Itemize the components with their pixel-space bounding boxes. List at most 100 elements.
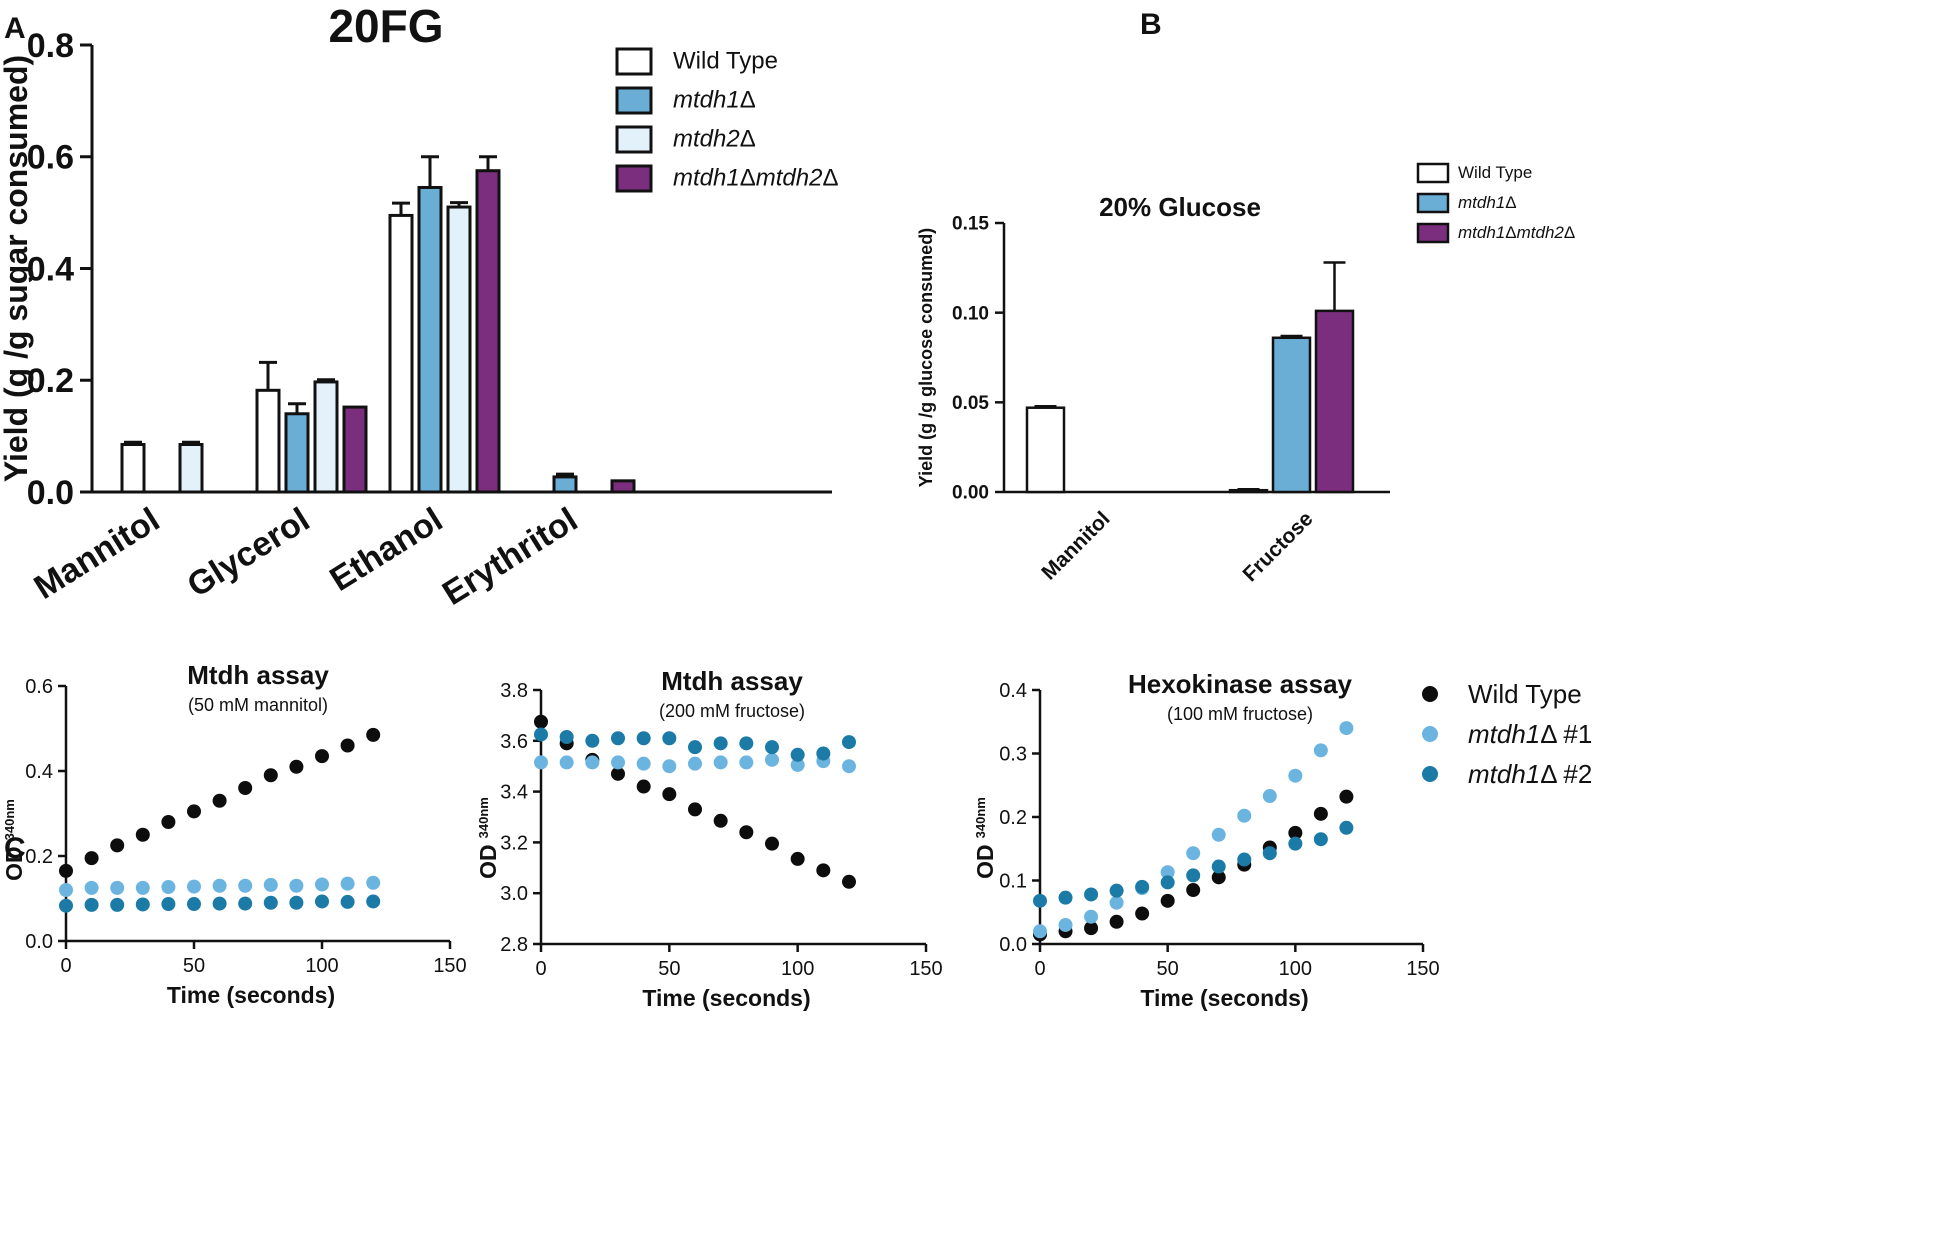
point-mtdh1-1: [688, 756, 702, 771]
point-mtdh1-2: [765, 740, 779, 755]
category-label-ethanol: Ethanol: [323, 501, 449, 599]
point-mtdh1-2: [135, 897, 150, 912]
point-mtdh1-1: [289, 878, 304, 893]
y-tick-label: 3.6: [500, 731, 528, 753]
point-mtdh1-2: [1313, 832, 1328, 847]
point-mtdh1-2: [1109, 883, 1124, 898]
y-tick-label: 3.0: [500, 883, 528, 905]
category-label-mannitol: Mannitol: [28, 501, 167, 607]
scatter-hexokinase-fructose: 0.0 0.1 0.2 0.3 0.4 0 50 100 150 Time (seconds) OD…: [972, 669, 1592, 1011]
bar-fructose-mtdh1-mtdh2: [1314, 309, 1355, 494]
point-wild-type: [662, 787, 677, 802]
legend-delta: Δ: [1540, 719, 1557, 749]
point-mtdh1-1: [559, 755, 574, 770]
x-axis-label: Time (seconds): [642, 985, 810, 1011]
point-wild-type: [289, 759, 304, 774]
point-wild-type: [366, 727, 381, 742]
point-mtdh1-1: [765, 752, 779, 767]
bar-glycerol-wild-type: [255, 388, 281, 494]
point-mtdh1-1: [110, 880, 125, 895]
legend-label-base: mtdh1: [1468, 719, 1540, 749]
point-wild-type: [1084, 921, 1099, 936]
y-tick-label: 0.3: [999, 744, 1027, 766]
point-wild-type: [59, 863, 73, 878]
legend-label-wild-type: Wild Type: [1468, 679, 1582, 709]
legend-swatch-mtdh1-mtdh2: [615, 164, 653, 193]
point-wild-type: [1211, 870, 1226, 885]
bar-fructose-mtdh1: [1271, 336, 1312, 494]
point-wild-type: [1288, 825, 1303, 840]
legend-label-base: Wild Type: [1468, 679, 1582, 709]
y-tick-label: 0.15: [952, 214, 989, 235]
y-tick-label: 0.2: [27, 362, 74, 400]
chart-title: 20FG: [328, 0, 443, 52]
y-tick-label: 0.05: [952, 393, 989, 414]
legend-marker-wild-type: [1422, 686, 1438, 702]
category-label-erythritol: Erythritol: [436, 501, 584, 613]
chart-title: 20% Glucose: [1099, 192, 1261, 222]
y-axis-label: OD 340nm: [475, 797, 501, 879]
legend-label-second: mtdh2: [756, 165, 823, 192]
bar-mannitol-mtdh2: [178, 443, 204, 494]
point-mtdh1-1: [790, 757, 805, 772]
point-wild-type: [315, 749, 329, 764]
point-wild-type: [135, 827, 150, 842]
point-wild-type: [1313, 806, 1328, 821]
y-tick-label: 0.10: [952, 303, 989, 324]
legend-label-tail: #1: [1556, 719, 1592, 749]
point-mtdh1-2: [366, 894, 381, 909]
x-tick-label: 100: [305, 955, 338, 977]
point-mtdh1-1: [1288, 768, 1303, 783]
point-mtdh1-1: [842, 759, 856, 774]
legend-swatch-mtdh2: [615, 125, 653, 154]
legend-delta: Δ: [740, 87, 756, 114]
legend-swatch-mtdh1: [615, 86, 653, 115]
point-mtdh1-1: [1160, 865, 1175, 880]
point-mtdh1-1: [1084, 909, 1099, 924]
point-mtdh1-1: [263, 877, 278, 892]
legend-label-base: mtdh1: [1458, 223, 1505, 242]
point-wild-type: [161, 815, 176, 829]
point-mtdh1-2: [1033, 893, 1047, 908]
legend-delta: Δ: [740, 165, 756, 192]
y-tick-label: 2.8: [500, 934, 528, 956]
chart-subtitle: (50 mM mannitol): [188, 695, 328, 715]
x-tick-label: 100: [1279, 958, 1312, 980]
y-tick-label: 0.4: [25, 761, 53, 783]
point-mtdh1-2: [559, 729, 574, 744]
point-mtdh1-1: [1058, 917, 1073, 932]
point-mtdh1-1: [238, 878, 253, 893]
legend-label-second: mtdh2: [1517, 223, 1565, 242]
point-mtdh1-2: [1211, 859, 1226, 874]
point-wild-type: [110, 838, 125, 853]
y-tick-label: 0.4: [27, 250, 74, 288]
y-tick-label: 0.8: [27, 27, 74, 65]
bar-ethanol-mtdh2: [446, 205, 472, 494]
point-mtdh1-2: [816, 746, 831, 761]
point-mtdh1-1: [59, 883, 73, 897]
point-wild-type: [340, 738, 355, 753]
point-mtdh1-1: [611, 755, 625, 770]
point-wild-type: [212, 793, 227, 808]
y-tick-label: 0.6: [25, 676, 53, 698]
legend-label-mtdh1-1: mtdh1Δ #1: [1468, 719, 1592, 749]
legend-swatch-mtdh1-mtdh2: [1416, 222, 1450, 244]
point-mtdh1-2: [289, 895, 304, 910]
point-mtdh1-1: [662, 759, 677, 774]
point-mtdh1-1: [534, 755, 548, 770]
chart-title: Hexokinase assay: [1128, 669, 1353, 699]
y-tick-label: 0.2: [25, 846, 53, 868]
y-axis-label-main: OD: [475, 844, 501, 879]
point-mtdh1-1: [585, 755, 600, 770]
point-mtdh1-2: [636, 731, 651, 746]
y-tick-label: 3.4: [500, 782, 528, 804]
point-mtdh1-1: [340, 876, 355, 891]
legend-label-tail: #2: [1556, 759, 1592, 789]
y-axis-label-main: OD: [972, 844, 998, 879]
x-axis-label: Time (seconds): [167, 982, 335, 1008]
point-wild-type: [713, 813, 728, 828]
point-mtdh1-2: [713, 736, 728, 751]
point-wild-type: [765, 836, 779, 851]
y-tick-label: 0.0: [999, 934, 1027, 956]
point-mtdh1-2: [739, 736, 754, 751]
